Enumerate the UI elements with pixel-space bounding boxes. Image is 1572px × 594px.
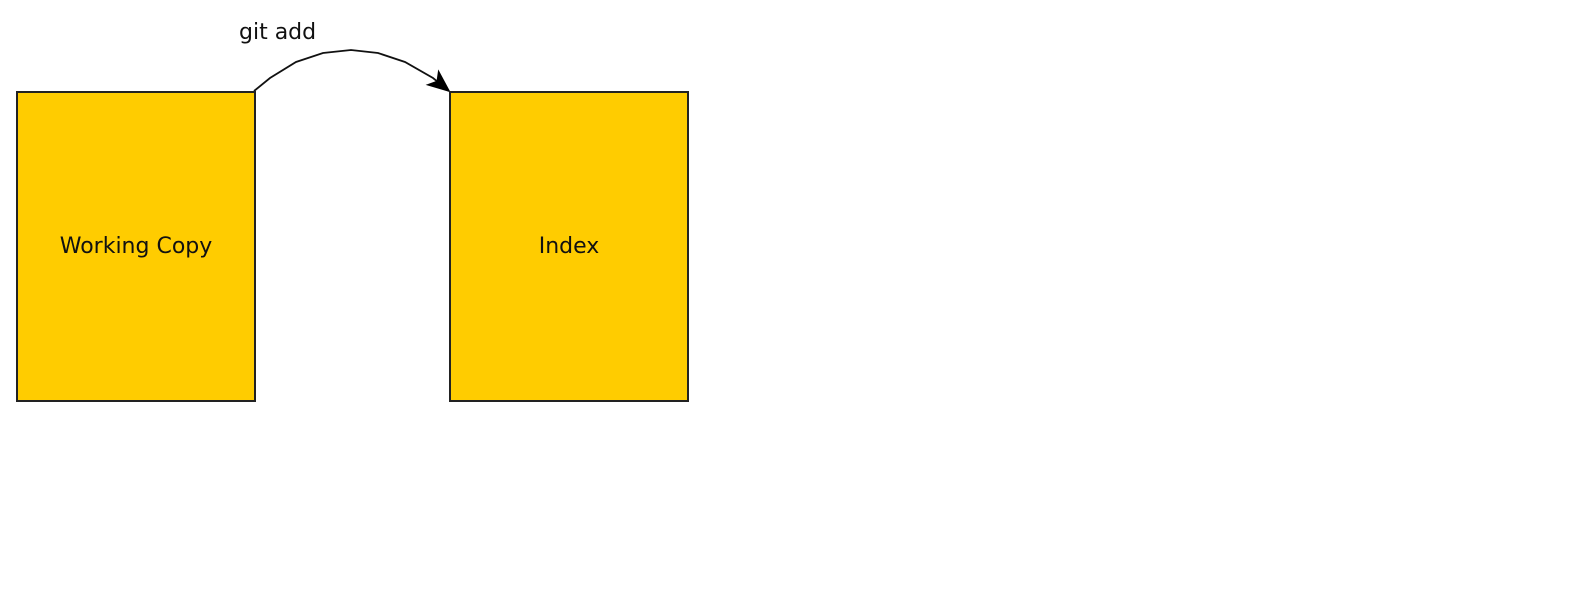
index-label: Index [538,234,600,259]
working-copy-node[interactable]: Working Copy [16,91,256,402]
working-copy-label: Working Copy [59,234,213,259]
git-add-label: git add [239,20,317,45]
index-node[interactable]: Index [449,91,689,402]
git-add-arrow [253,49,451,93]
